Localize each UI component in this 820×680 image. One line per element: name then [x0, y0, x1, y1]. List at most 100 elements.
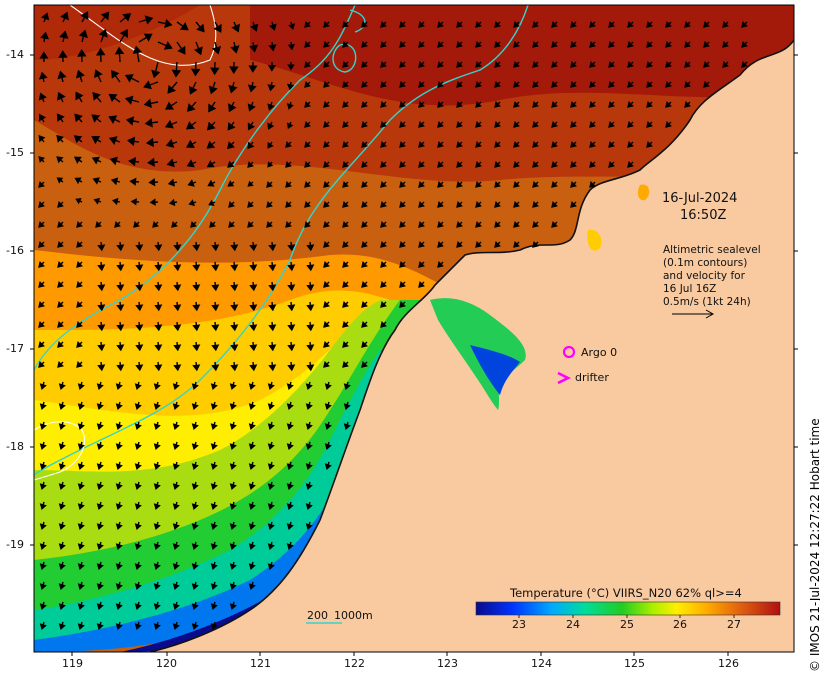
velocity-arrow-head [38, 281, 45, 288]
velocity-arrow-head [111, 197, 119, 206]
velocity-arrow-head [114, 221, 121, 228]
velocity-arrow-head [228, 221, 235, 228]
velocity-arrow-head [39, 523, 47, 530]
velocity-arrow-head [306, 264, 315, 272]
velocity-arrow-head [191, 523, 199, 530]
velocity-arrow-head [39, 503, 47, 510]
velocity-arrow-head [191, 383, 199, 390]
velocity-arrow-head [286, 483, 294, 490]
velocity-arrow-head [532, 61, 539, 68]
velocity-arrow-head [323, 341, 330, 348]
velocity-arrow-head [116, 264, 125, 272]
velocity-arrow-head [38, 321, 45, 328]
velocity-arrow-head [191, 563, 199, 570]
velocity-arrow-head [342, 121, 349, 128]
velocity-arrow-head [399, 301, 406, 308]
lon-label: 122 [344, 657, 365, 670]
velocity-arrow-head [167, 84, 176, 94]
velocity-arrow-head [58, 503, 66, 510]
velocity-arrow-head [96, 623, 104, 630]
velocity-arrow-head [380, 321, 387, 328]
velocity-arrow-head [399, 121, 406, 128]
velocity-arrow-head [703, 41, 710, 48]
velocity-arrow-head [135, 344, 144, 352]
velocity-arrow-head [58, 603, 66, 610]
velocity-arrow-head [96, 603, 104, 610]
velocity-arrow-head [153, 503, 161, 510]
velocity-arrow-head [227, 122, 236, 131]
velocity-arrow-head [39, 623, 47, 630]
velocity-arrow-head [134, 383, 142, 390]
velocity-arrow-head [306, 364, 315, 372]
colorbar-tick: 23 [512, 618, 526, 631]
velocity-arrow-head [94, 69, 103, 79]
velocity-arrow-head [58, 623, 66, 630]
velocity-arrow-head [268, 344, 277, 352]
velocity-arrow-head [153, 403, 161, 410]
velocity-arrow-head [38, 201, 45, 208]
velocity-arrow-head [172, 603, 180, 610]
velocity-arrow-head [109, 156, 119, 166]
velocity-arrow-head [196, 23, 205, 33]
velocity-arrow-head [229, 403, 237, 410]
velocity-arrow-head [164, 18, 173, 29]
velocity-arrow-head [108, 115, 118, 124]
velocity-arrow-head [247, 180, 254, 187]
velocity-arrow-head [532, 221, 539, 228]
velocity-arrow-head [56, 156, 64, 164]
argo-marker [562, 345, 576, 359]
velocity-arrow-head [456, 61, 463, 68]
velocity-arrow-head [361, 161, 368, 168]
velocity-arrow-head [513, 161, 520, 168]
velocity-arrow-head [627, 121, 634, 128]
velocity-arrow-head [110, 177, 119, 186]
velocity-arrow-head [380, 121, 387, 128]
velocity-arrow-head [249, 284, 258, 292]
velocity-arrow-head [306, 304, 315, 312]
velocity-arrow-head [172, 583, 180, 590]
velocity-arrow-head [230, 364, 239, 372]
velocity-arrow-head [418, 261, 425, 268]
velocity-arrow-head [38, 134, 46, 143]
velocity-arrow-head [116, 284, 125, 292]
velocity-arrow-head [304, 161, 311, 168]
velocity-arrow-head [627, 41, 634, 48]
velocity-arrow-head [305, 483, 313, 490]
velocity-arrow-head [627, 61, 634, 68]
velocity-arrow-head [179, 22, 189, 31]
velocity-arrow-head [76, 221, 83, 228]
velocity-arrow-head [513, 21, 520, 28]
velocity-arrow-head [305, 403, 313, 410]
velocity-arrow-head [135, 284, 144, 292]
velocity-arrow-head [229, 443, 237, 450]
velocity-arrow-head [741, 41, 748, 48]
velocity-arrow-head [342, 361, 349, 368]
velocity-arrow-head [267, 84, 276, 92]
velocity-arrow-head [324, 423, 332, 430]
velocity-arrow-head [513, 141, 520, 148]
velocity-arrow-head [268, 284, 277, 292]
velocity-arrow-head [532, 121, 539, 128]
velocity-arrow-head [153, 523, 161, 530]
velocity-arrow-head [475, 121, 482, 128]
velocity-arrow-head [418, 281, 425, 288]
velocity-arrow-head [494, 181, 501, 188]
velocity-arrow-head [154, 264, 163, 272]
velocity-arrow-head [134, 603, 142, 610]
velocity-arrow-head [186, 159, 195, 168]
velocity-arrow-head [192, 344, 201, 352]
velocity-arrow-head [418, 241, 425, 248]
velocity-arrow-head [211, 244, 220, 252]
velocity-arrow-head [39, 583, 47, 590]
velocity-arrow-head [418, 161, 425, 168]
velocity-arrow-head [75, 198, 82, 205]
velocity-arrow-head [494, 241, 501, 248]
velocity-arrow-head [267, 503, 275, 510]
velocity-arrow-head [323, 261, 330, 268]
velocity-arrow-head [380, 181, 387, 188]
velocity-arrow-head [126, 136, 136, 147]
velocity-arrow-head [494, 81, 501, 88]
velocity-arrow-head [167, 178, 176, 187]
velocity-arrow-head [210, 483, 218, 490]
velocity-arrow-head [305, 463, 313, 470]
